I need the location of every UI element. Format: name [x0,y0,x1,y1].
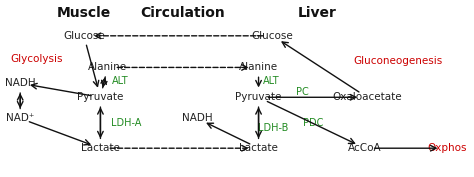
Text: Pyruvate: Pyruvate [77,92,124,102]
Text: AcCoA: AcCoA [348,143,382,153]
Text: Oxphos: Oxphos [428,143,467,153]
Text: LDH-B: LDH-B [257,123,288,133]
Text: Glucose: Glucose [252,31,293,41]
Text: Gluconeogenesis: Gluconeogenesis [353,56,442,66]
Text: Alanine: Alanine [239,62,278,72]
Text: ALT: ALT [263,76,280,86]
Text: Glucose: Glucose [63,31,105,41]
Text: Lactate: Lactate [81,143,120,153]
Text: LDH-A: LDH-A [111,118,142,128]
Text: Pyruvate: Pyruvate [236,92,282,102]
Text: Oxaloacetate: Oxaloacetate [332,92,402,102]
Text: ALT: ALT [112,76,128,86]
Text: NAD⁺: NAD⁺ [6,113,35,123]
Text: PC: PC [296,87,309,97]
Text: PDC: PDC [302,118,323,128]
Text: NADH: NADH [182,113,212,123]
Text: Circulation: Circulation [141,6,226,20]
Text: Liver: Liver [298,6,337,20]
Text: Glycolysis: Glycolysis [10,54,63,64]
Text: Lactate: Lactate [239,143,278,153]
Text: NADH: NADH [5,78,36,88]
Text: Muscle: Muscle [57,6,111,20]
Text: Alanine: Alanine [88,62,127,72]
